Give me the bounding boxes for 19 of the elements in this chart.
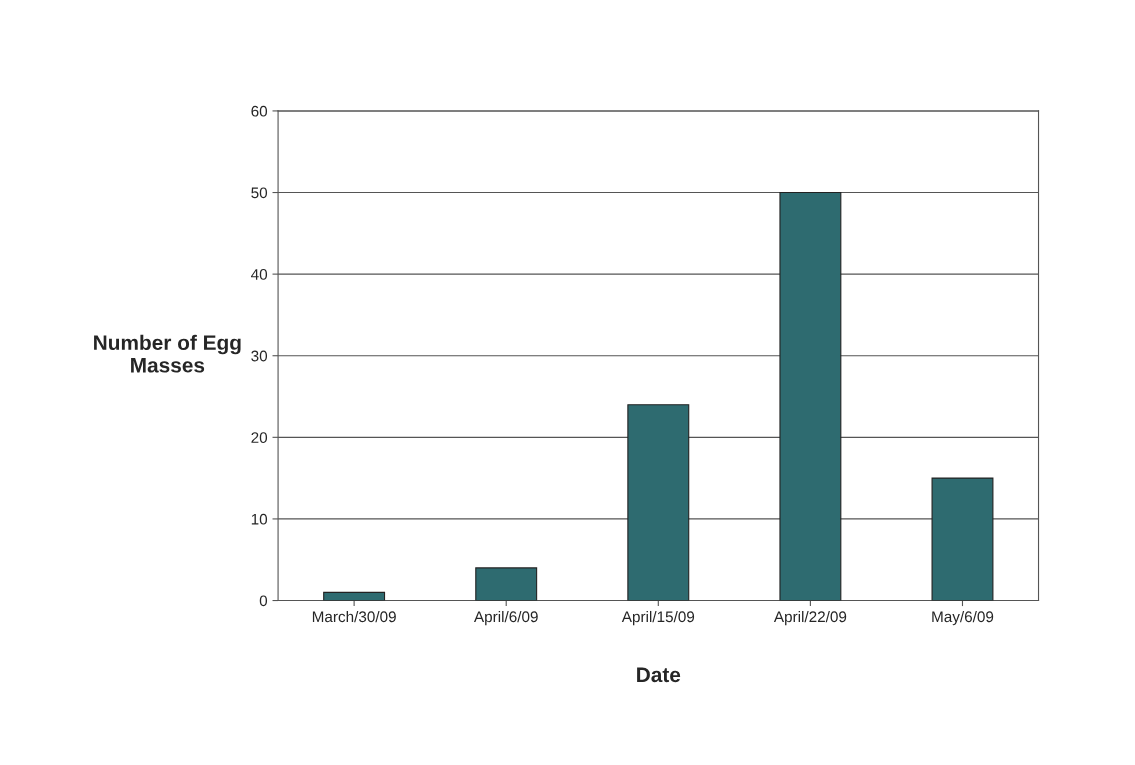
x-tick-label: April/22/09: [773, 610, 847, 626]
bar: [475, 567, 538, 601]
y-tick-label: 20: [251, 432, 268, 444]
y-tick-label: 50: [251, 187, 268, 199]
bar: [779, 191, 842, 601]
x-tick-label: May/6/09: [932, 610, 994, 626]
y-axis-title: Number of Egg Masses: [94, 334, 241, 373]
y-tick-label: 10: [251, 513, 268, 525]
y-tick-label: 60: [251, 105, 268, 117]
x-tick-label: March/30/09: [312, 610, 396, 623]
bar: [627, 404, 690, 601]
x-axis-title: Date: [637, 667, 681, 683]
y-tick-label: 0: [259, 595, 268, 607]
bar: [931, 477, 994, 601]
bar: [323, 591, 386, 601]
y-tick-label: 40: [251, 268, 268, 280]
y-tick-label: 30: [251, 350, 268, 362]
x-tick-label: April/6/09: [473, 610, 538, 626]
x-tick-label: April/15/09: [621, 610, 695, 626]
